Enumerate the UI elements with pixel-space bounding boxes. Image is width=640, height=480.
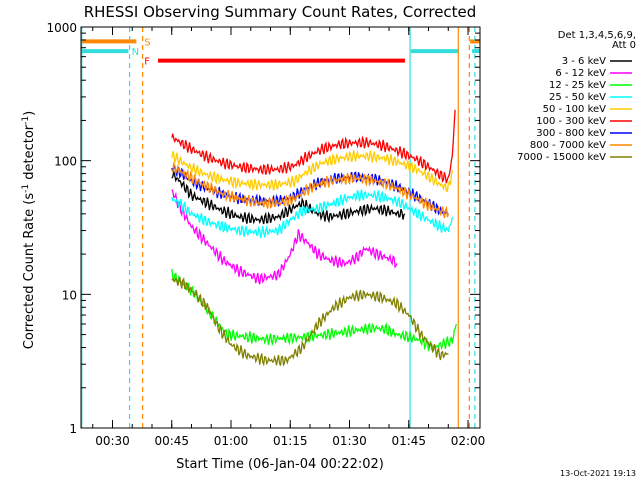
y-tick-label: 100 [54,155,77,169]
x-tick-label: 00:45 [154,434,189,448]
series-line-0 [171,171,406,225]
x-tick-label: 00:30 [95,434,130,448]
legend-entry-label: 50 - 100 keV [543,104,607,115]
series-line-3 [171,189,453,239]
y-tick-label: 10 [62,288,77,302]
y-label-part1: Corrected Count Rate (s [22,193,37,350]
y-tick-label: 1000 [46,21,77,35]
y-tick-label: 1 [69,422,77,436]
y-axis-label: Corrected Count Rate (s-1 detector-1) [21,111,37,349]
footer-date: 13-Oct-2021 19:13 [560,469,636,478]
series-line-1 [171,189,398,285]
legend-entry-label: 12 - 25 keV [549,80,606,91]
x-tick-label: 02:00 [451,434,486,448]
x-axis-label: Start Time (06-Jan-04 00:22:02) [176,457,384,472]
y-label-part2: detector [22,124,37,184]
series-line-2 [171,268,457,354]
y-label-sup1: -1 [21,184,31,193]
x-tick-label: 01:30 [332,434,367,448]
y-label-sup2: -1 [21,116,31,125]
legend-entry-label: 300 - 800 keV [536,128,606,139]
legend-header-line: Det 1,3,4,5,6,9, [558,30,636,41]
legend-entry-label: 6 - 12 keV [555,68,606,79]
legend-entry-label: 100 - 300 keV [536,116,606,127]
series-line-7 [171,161,450,219]
series-line-8 [171,276,449,367]
legend-header-line: Att 0 [612,40,636,51]
legend-entry-label: 25 - 50 keV [549,92,606,103]
series-line-5 [171,109,456,184]
chart-title: RHESSI Observing Summary Count Rates, Co… [84,3,477,21]
legend-entry-label: 800 - 7000 keV [530,140,606,151]
x-tick-label: 01:15 [273,434,308,448]
legend-entry-label: 7000 - 15000 keV [517,152,606,163]
night-letter: N [132,47,139,58]
y-label-part3: ) [22,111,37,116]
legend-entry-label: 3 - 6 keV [562,56,606,67]
x-tick-label: 01:45 [391,434,426,448]
flare-letter: F [144,57,150,68]
series-line-4 [171,149,453,192]
x-tick-label: 01:00 [214,434,249,448]
plot-frame [80,26,481,429]
saa-letter: S [144,37,150,48]
